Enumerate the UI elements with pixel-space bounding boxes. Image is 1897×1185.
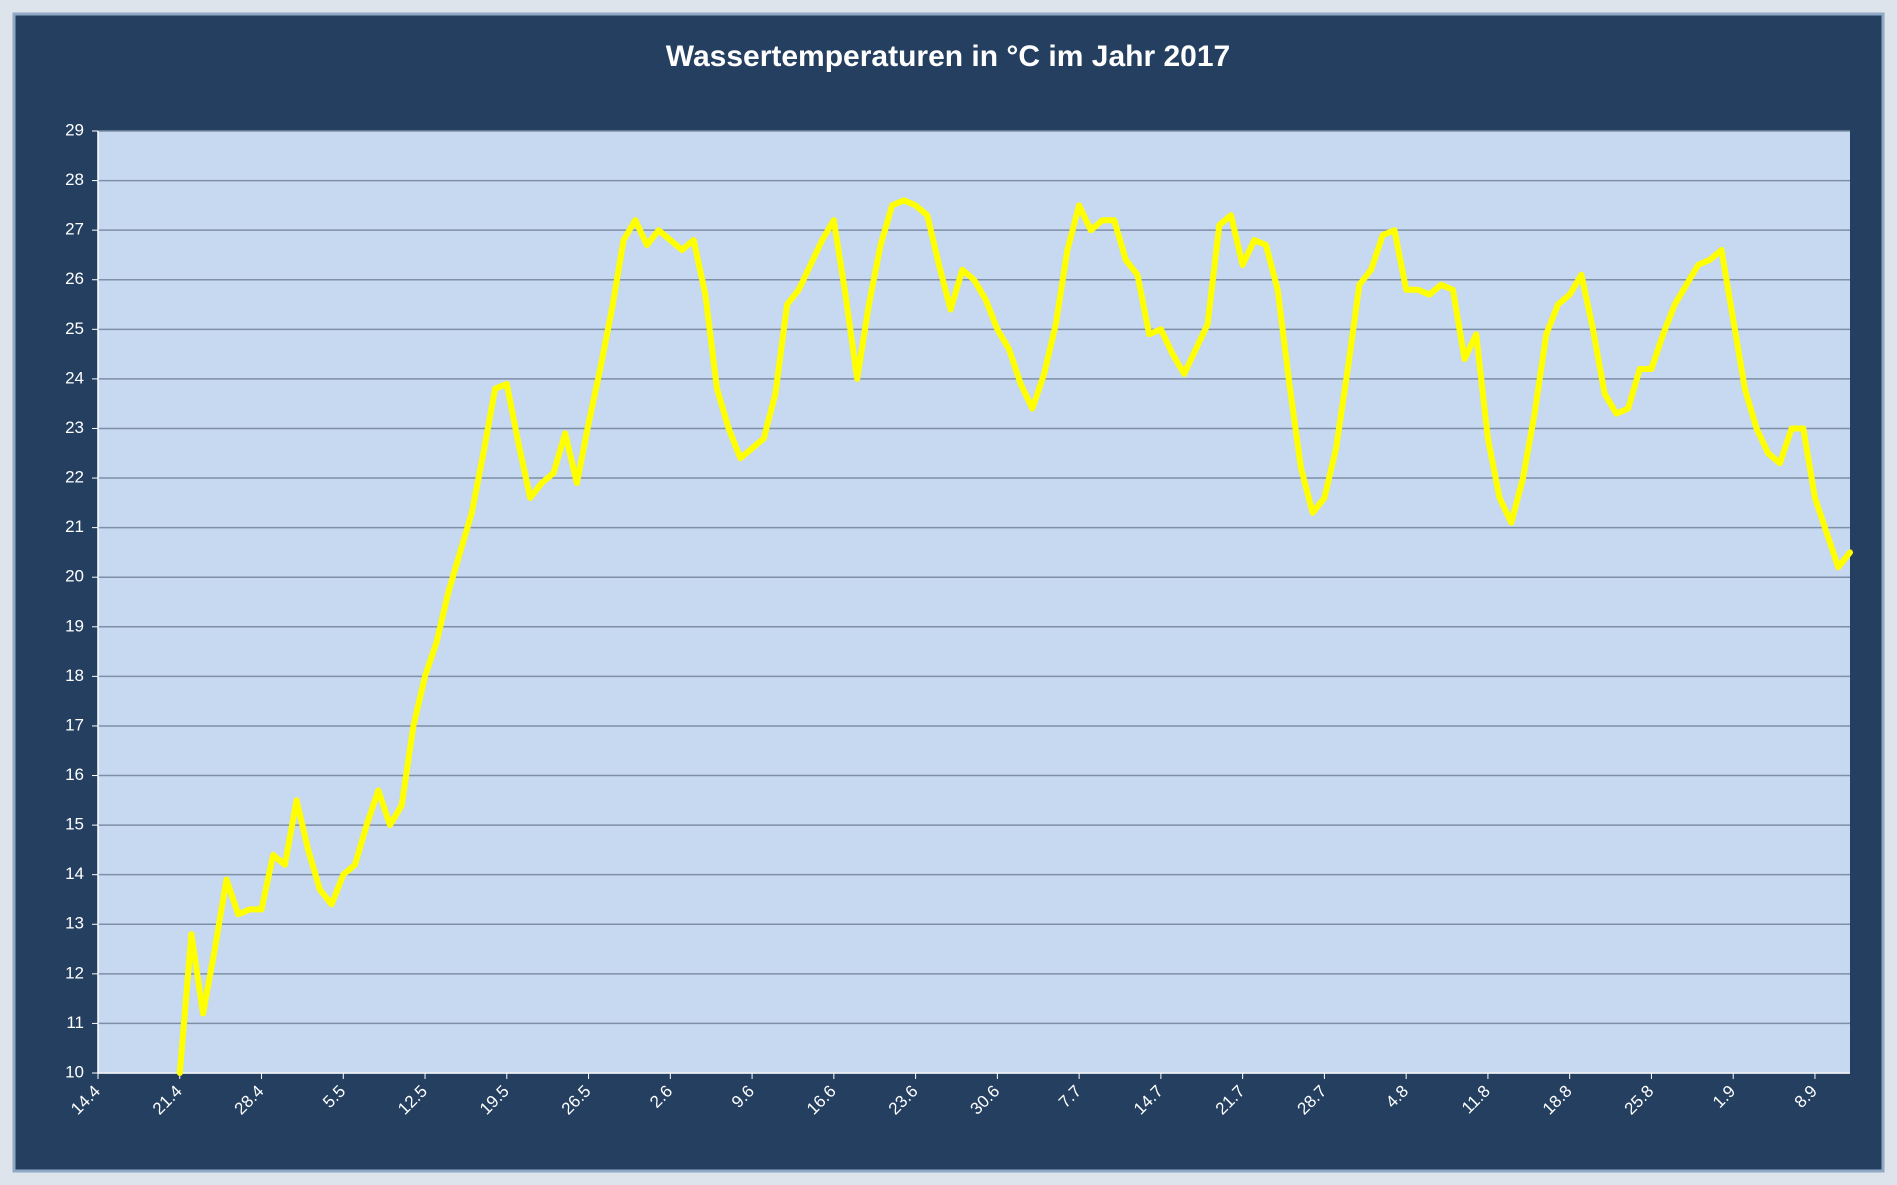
y-tick-label: 27 <box>65 220 84 239</box>
y-tick-label: 20 <box>65 567 84 586</box>
y-tick-label: 23 <box>65 418 84 437</box>
y-tick-label: 11 <box>66 1013 84 1032</box>
plot-area <box>98 131 1850 1073</box>
temperature-line <box>176 197 1853 1076</box>
y-tick-label: 28 <box>65 170 84 189</box>
y-tick-label: 17 <box>65 715 84 734</box>
y-tick-label: 21 <box>65 517 84 536</box>
y-tick-label: 12 <box>65 963 84 982</box>
y-tick-label: 24 <box>65 368 84 387</box>
chart-title: Wassertemperaturen in °C im Jahr 2017 <box>666 40 1230 73</box>
y-tick-label: 26 <box>65 269 84 288</box>
y-tick-label: 29 <box>65 120 84 139</box>
y-tick-label: 25 <box>65 319 84 338</box>
y-tick-label: 14 <box>65 864 84 883</box>
y-tick-label: 22 <box>65 468 84 487</box>
y-tick-label: 15 <box>65 815 84 834</box>
y-tick-label: 19 <box>65 616 84 635</box>
y-tick-label: 10 <box>65 1062 84 1081</box>
y-tick-label: 13 <box>65 914 84 933</box>
y-tick-label: 18 <box>65 666 84 685</box>
y-tick-label: 16 <box>65 765 84 784</box>
